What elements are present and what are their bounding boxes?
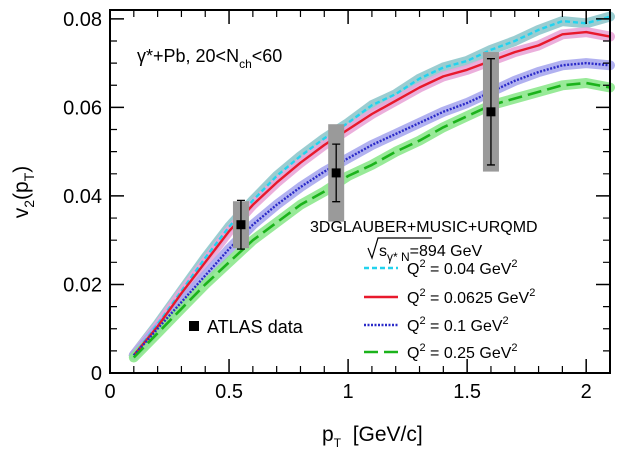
y-tick-label-4: 0.08 (63, 9, 102, 31)
legend-label-1: Q2 = 0.0625 GeV2 (407, 287, 535, 307)
data-point-2 (486, 107, 496, 117)
x-tick-label-2: 1 (343, 381, 354, 403)
x-tick-label-0: 0 (104, 381, 115, 403)
plot-frame (109, 9, 611, 374)
x-tick-label-4: 2 (581, 381, 592, 403)
system-annotation: γ*+Pb, 20<Nch<60 (137, 46, 282, 71)
y-axis-label: v2(pT) (10, 166, 37, 219)
data-point-1 (331, 168, 341, 178)
sqrt-symbol (367, 237, 432, 260)
y-tick-label-2: 0.04 (63, 186, 102, 208)
y-axis-ticks: 0 0.02 0.04 0.06 0.08 (63, 9, 610, 385)
atlas-legend-marker (189, 321, 199, 331)
line-series-3 (132, 81, 611, 359)
energy-label: sγ* N=894 GeV (367, 237, 483, 264)
legend-label-2: Q2 = 0.1 GeV2 (407, 315, 509, 335)
atlas-legend-label: ATLAS data (207, 317, 304, 337)
model-label: 3DGLAUBER+MUSIC+URQMD (310, 219, 538, 236)
x-tick-label-1: 0.5 (215, 381, 243, 403)
y-tick-label-3: 0.06 (63, 97, 102, 119)
legend-label-3: Q2 = 0.25 GeV2 (407, 342, 518, 362)
line-series-2 (132, 61, 611, 357)
y-tick-label-1: 0.02 (63, 274, 102, 296)
line-series-1 (132, 30, 611, 357)
energy-text: sγ* N=894 GeV (379, 243, 483, 264)
legend: Q2 = 0.04 GeV2 Q2 = 0.0625 GeV2 Q2 = 0.1 G… (364, 258, 535, 362)
band-series-1 (128, 27, 615, 361)
x-axis-label: pT [GeV/c] (322, 423, 423, 450)
series-lines (132, 15, 611, 359)
y-tick-label-0: 0 (91, 363, 102, 385)
line-series-0 (132, 15, 611, 357)
data-points (236, 107, 496, 230)
uncertainty-bands (128, 11, 615, 363)
x-tick-label-3: 1.5 (453, 381, 481, 403)
legend-label-0: Q2 = 0.04 GeV2 (407, 258, 518, 278)
data-point-0 (236, 220, 246, 230)
x-axis-ticks: 0 0.5 1 1.5 2 (104, 10, 592, 403)
